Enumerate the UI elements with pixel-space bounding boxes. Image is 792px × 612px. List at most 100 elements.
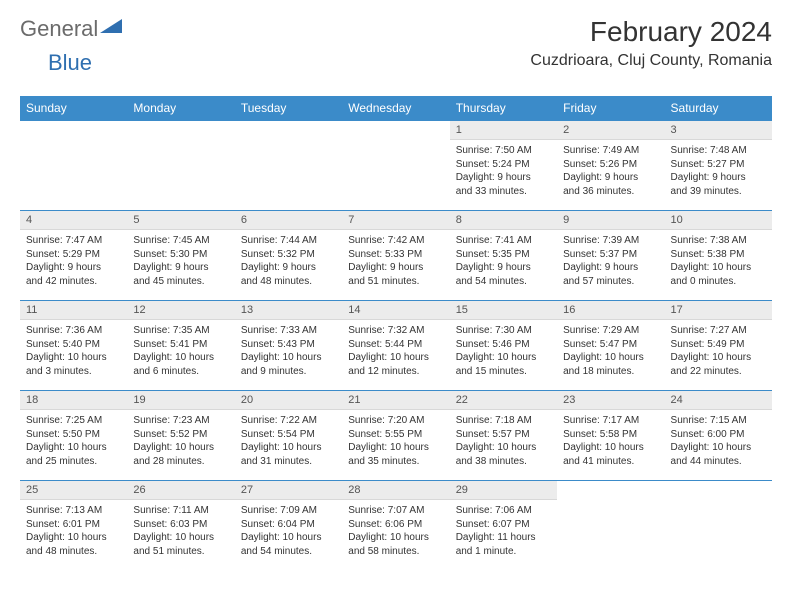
week-row: 11Sunrise: 7:36 AMSunset: 5:40 PMDayligh… bbox=[20, 301, 772, 391]
day-body: Sunrise: 7:38 AMSunset: 5:38 PMDaylight:… bbox=[665, 230, 772, 292]
day-body: Sunrise: 7:36 AMSunset: 5:40 PMDaylight:… bbox=[20, 320, 127, 382]
day-body: Sunrise: 7:35 AMSunset: 5:41 PMDaylight:… bbox=[127, 320, 234, 382]
day-body: Sunrise: 7:30 AMSunset: 5:46 PMDaylight:… bbox=[450, 320, 557, 382]
daylight-text-1: Daylight: 10 hours bbox=[671, 441, 766, 455]
day-number: 8 bbox=[450, 211, 557, 230]
sunset-text: Sunset: 5:46 PM bbox=[456, 338, 551, 352]
sunset-text: Sunset: 5:35 PM bbox=[456, 248, 551, 262]
day-cell bbox=[665, 481, 772, 571]
daylight-text-2: and 36 minutes. bbox=[563, 185, 658, 199]
week-row: 25Sunrise: 7:13 AMSunset: 6:01 PMDayligh… bbox=[20, 481, 772, 571]
day-cell: 8Sunrise: 7:41 AMSunset: 5:35 PMDaylight… bbox=[450, 211, 557, 301]
daylight-text-2: and 48 minutes. bbox=[241, 275, 336, 289]
day-cell bbox=[235, 121, 342, 211]
sunrise-text: Sunrise: 7:27 AM bbox=[671, 324, 766, 338]
day-body: Sunrise: 7:23 AMSunset: 5:52 PMDaylight:… bbox=[127, 410, 234, 472]
day-body: Sunrise: 7:25 AMSunset: 5:50 PMDaylight:… bbox=[20, 410, 127, 472]
sunrise-text: Sunrise: 7:49 AM bbox=[563, 144, 658, 158]
daylight-text-2: and 25 minutes. bbox=[26, 455, 121, 469]
day-number: 4 bbox=[20, 211, 127, 230]
sunrise-text: Sunrise: 7:07 AM bbox=[348, 504, 443, 518]
day-body: Sunrise: 7:42 AMSunset: 5:33 PMDaylight:… bbox=[342, 230, 449, 292]
sunrise-text: Sunrise: 7:33 AM bbox=[241, 324, 336, 338]
sunrise-text: Sunrise: 7:20 AM bbox=[348, 414, 443, 428]
daylight-text-1: Daylight: 10 hours bbox=[563, 441, 658, 455]
day-number: 18 bbox=[20, 391, 127, 410]
daylight-text-1: Daylight: 10 hours bbox=[241, 531, 336, 545]
day-number: 2 bbox=[557, 121, 664, 140]
day-number: 9 bbox=[557, 211, 664, 230]
daylight-text-1: Daylight: 10 hours bbox=[671, 351, 766, 365]
day-cell: 13Sunrise: 7:33 AMSunset: 5:43 PMDayligh… bbox=[235, 301, 342, 391]
daylight-text-1: Daylight: 10 hours bbox=[456, 441, 551, 455]
day-body: Sunrise: 7:27 AMSunset: 5:49 PMDaylight:… bbox=[665, 320, 772, 382]
sunrise-text: Sunrise: 7:42 AM bbox=[348, 234, 443, 248]
daylight-text-1: Daylight: 9 hours bbox=[348, 261, 443, 275]
day-body: Sunrise: 7:07 AMSunset: 6:06 PMDaylight:… bbox=[342, 500, 449, 562]
calendar-table: SundayMondayTuesdayWednesdayThursdayFrid… bbox=[20, 96, 772, 571]
day-number: 1 bbox=[450, 121, 557, 140]
daylight-text-1: Daylight: 9 hours bbox=[456, 261, 551, 275]
day-number: 10 bbox=[665, 211, 772, 230]
daylight-text-2: and 54 minutes. bbox=[456, 275, 551, 289]
sunrise-text: Sunrise: 7:17 AM bbox=[563, 414, 658, 428]
logo-triangle-icon bbox=[100, 19, 122, 40]
day-body: Sunrise: 7:44 AMSunset: 5:32 PMDaylight:… bbox=[235, 230, 342, 292]
dayname-row: SundayMondayTuesdayWednesdayThursdayFrid… bbox=[20, 96, 772, 121]
day-body: Sunrise: 7:49 AMSunset: 5:26 PMDaylight:… bbox=[557, 140, 664, 202]
day-cell: 19Sunrise: 7:23 AMSunset: 5:52 PMDayligh… bbox=[127, 391, 234, 481]
day-body: Sunrise: 7:48 AMSunset: 5:27 PMDaylight:… bbox=[665, 140, 772, 202]
sunset-text: Sunset: 5:50 PM bbox=[26, 428, 121, 442]
sunset-text: Sunset: 5:57 PM bbox=[456, 428, 551, 442]
daylight-text-2: and 44 minutes. bbox=[671, 455, 766, 469]
day-number: 22 bbox=[450, 391, 557, 410]
day-cell: 23 Sunrise: 7:17 AMSunset: 5:58 PMDayligh… bbox=[557, 391, 664, 481]
sunset-text: Sunset: 5:32 PM bbox=[241, 248, 336, 262]
week-row: 18Sunrise: 7:25 AMSunset: 5:50 PMDayligh… bbox=[20, 391, 772, 481]
daylight-text-2: and 45 minutes. bbox=[133, 275, 228, 289]
dayname-friday: Friday bbox=[557, 96, 664, 121]
daylight-text-2: and 6 minutes. bbox=[133, 365, 228, 379]
day-cell: 18Sunrise: 7:25 AMSunset: 5:50 PMDayligh… bbox=[20, 391, 127, 481]
daylight-text-2: and 51 minutes. bbox=[133, 545, 228, 559]
day-body: Sunrise: 7:45 AMSunset: 5:30 PMDaylight:… bbox=[127, 230, 234, 292]
daylight-text-2: and 18 minutes. bbox=[563, 365, 658, 379]
day-body: Sunrise: 7:32 AMSunset: 5:44 PMDaylight:… bbox=[342, 320, 449, 382]
day-cell: 26Sunrise: 7:11 AMSunset: 6:03 PMDayligh… bbox=[127, 481, 234, 571]
daylight-text-2: and 48 minutes. bbox=[26, 545, 121, 559]
daylight-text-2: and 42 minutes. bbox=[26, 275, 121, 289]
day-body: Sunrise: 7:50 AMSunset: 5:24 PMDaylight:… bbox=[450, 140, 557, 202]
dayname-tuesday: Tuesday bbox=[235, 96, 342, 121]
sunrise-text: Sunrise: 7:13 AM bbox=[26, 504, 121, 518]
sunrise-text: Sunrise: 7:47 AM bbox=[26, 234, 121, 248]
day-cell: 11Sunrise: 7:36 AMSunset: 5:40 PMDayligh… bbox=[20, 301, 127, 391]
day-cell: 12Sunrise: 7:35 AMSunset: 5:41 PMDayligh… bbox=[127, 301, 234, 391]
sunset-text: Sunset: 5:44 PM bbox=[348, 338, 443, 352]
day-cell: 20Sunrise: 7:22 AMSunset: 5:54 PMDayligh… bbox=[235, 391, 342, 481]
sunset-text: Sunset: 5:58 PM bbox=[563, 428, 658, 442]
day-number: 23 bbox=[557, 391, 664, 410]
day-number: 14 bbox=[342, 301, 449, 320]
sunrise-text: Sunrise: 7:30 AM bbox=[456, 324, 551, 338]
sunset-text: Sunset: 5:49 PM bbox=[671, 338, 766, 352]
day-cell bbox=[127, 121, 234, 211]
sunrise-text: Sunrise: 7:29 AM bbox=[563, 324, 658, 338]
sunset-text: Sunset: 5:52 PM bbox=[133, 428, 228, 442]
daylight-text-2: and 39 minutes. bbox=[671, 185, 766, 199]
day-cell bbox=[557, 481, 664, 571]
day-body: Sunrise: 7:33 AMSunset: 5:43 PMDaylight:… bbox=[235, 320, 342, 382]
daylight-text-1: Daylight: 10 hours bbox=[26, 351, 121, 365]
sunrise-text: Sunrise: 7:06 AM bbox=[456, 504, 551, 518]
day-number: 16 bbox=[557, 301, 664, 320]
sunset-text: Sunset: 5:40 PM bbox=[26, 338, 121, 352]
title-block: February 2024 Cuzdrioara, Cluj County, R… bbox=[530, 16, 772, 70]
daylight-text-2: and 9 minutes. bbox=[241, 365, 336, 379]
day-body: Sunrise: 7:39 AMSunset: 5:37 PMDaylight:… bbox=[557, 230, 664, 292]
daylight-text-1: Daylight: 10 hours bbox=[456, 351, 551, 365]
day-number: 11 bbox=[20, 301, 127, 320]
daylight-text-1: Daylight: 10 hours bbox=[241, 351, 336, 365]
sunrise-text: Sunrise: 7:15 AM bbox=[671, 414, 766, 428]
day-cell: 27Sunrise: 7:09 AMSunset: 6:04 PMDayligh… bbox=[235, 481, 342, 571]
dayname-saturday: Saturday bbox=[665, 96, 772, 121]
daylight-text-2: and 33 minutes. bbox=[456, 185, 551, 199]
